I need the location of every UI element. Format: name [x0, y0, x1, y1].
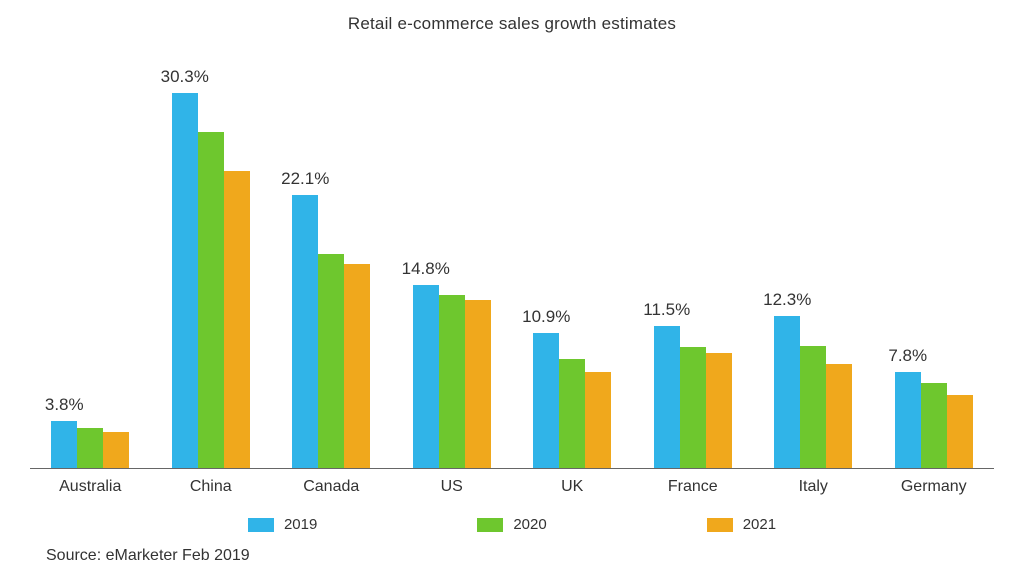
x-axis-label: France — [633, 478, 754, 496]
bar-group: 14.8%US — [392, 60, 513, 468]
bar — [344, 264, 370, 468]
x-axis-label: Italy — [753, 478, 874, 496]
bar: 22.1% — [292, 195, 318, 468]
bar — [680, 347, 706, 468]
bar: 11.5% — [654, 326, 680, 468]
bar: 3.8% — [51, 421, 77, 468]
bar: 30.3% — [172, 93, 198, 468]
bar — [947, 395, 973, 468]
legend-item: 2019 — [248, 516, 317, 533]
bar-group: 22.1%Canada — [271, 60, 392, 468]
value-label: 11.5% — [643, 300, 690, 320]
bar — [318, 254, 344, 468]
chart-title: Retail e-commerce sales growth estimates — [0, 14, 1024, 34]
bar — [465, 300, 491, 468]
x-axis-label: Australia — [30, 478, 151, 496]
bar-group: 3.8%Australia — [30, 60, 151, 468]
source-text: Source: eMarketer Feb 2019 — [46, 547, 250, 565]
x-axis-label: US — [392, 478, 513, 496]
bar — [921, 383, 947, 468]
legend-label: 2020 — [513, 516, 546, 533]
legend: 2019 2020 2021 — [0, 516, 1024, 533]
bar — [103, 432, 129, 468]
bar — [826, 364, 852, 468]
x-axis-label: Canada — [271, 478, 392, 496]
value-label: 14.8% — [402, 259, 450, 279]
bar-group: 11.5%France — [633, 60, 754, 468]
bar-group: 10.9%UK — [512, 60, 633, 468]
bar — [800, 346, 826, 468]
legend-item: 2020 — [477, 516, 546, 533]
bar: 10.9% — [533, 333, 559, 468]
bar-group: 12.3%Italy — [753, 60, 874, 468]
value-label: 30.3% — [161, 67, 209, 87]
bar — [224, 171, 250, 468]
chart-container: Retail e-commerce sales growth estimates… — [0, 0, 1024, 579]
bar — [77, 428, 103, 468]
plot-area: 3.8%Australia30.3%China22.1%Canada14.8%U… — [30, 60, 994, 469]
bar — [706, 353, 732, 468]
legend-swatch — [248, 518, 274, 532]
bar-group: 7.8%Germany — [874, 60, 995, 468]
bar — [559, 359, 585, 468]
bar: 7.8% — [895, 372, 921, 468]
bar-group: 30.3%China — [151, 60, 272, 468]
bar — [198, 132, 224, 468]
x-axis-label: Germany — [874, 478, 995, 496]
bar — [585, 372, 611, 468]
value-label: 22.1% — [281, 169, 329, 189]
legend-item: 2021 — [707, 516, 776, 533]
x-axis-label: China — [151, 478, 272, 496]
bar — [439, 295, 465, 468]
legend-label: 2019 — [284, 516, 317, 533]
legend-swatch — [477, 518, 503, 532]
value-label: 12.3% — [763, 290, 811, 310]
bar: 12.3% — [774, 316, 800, 468]
x-axis-label: UK — [512, 478, 633, 496]
value-label: 3.8% — [45, 395, 84, 415]
value-label: 7.8% — [888, 346, 927, 366]
bar: 14.8% — [413, 285, 439, 468]
value-label: 10.9% — [522, 307, 570, 327]
legend-swatch — [707, 518, 733, 532]
legend-label: 2021 — [743, 516, 776, 533]
